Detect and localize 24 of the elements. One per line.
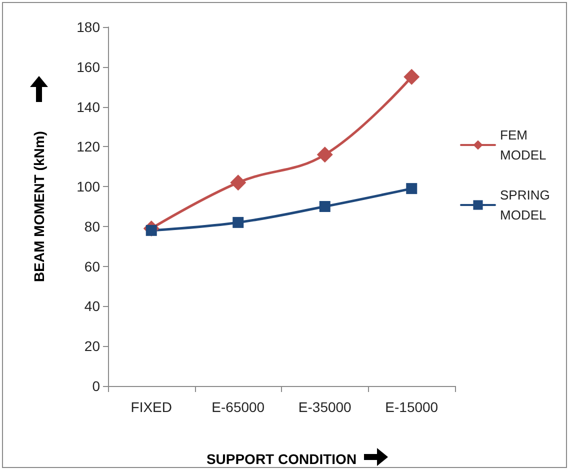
x-tick-label: E-15000 xyxy=(385,399,438,415)
y-tick-label: 60 xyxy=(84,258,100,274)
y-tick-label: 160 xyxy=(76,58,100,75)
y-tick-label: 180 xyxy=(76,19,100,35)
y-tick-label: 20 xyxy=(84,338,100,354)
x-tick-label: FIXED xyxy=(130,399,172,415)
point xyxy=(230,174,246,191)
x-axis-title: SUPPORT CONDITION xyxy=(206,451,357,467)
point xyxy=(406,183,418,194)
y-tick-label: 140 xyxy=(76,98,100,115)
y-axis-title: BEAM MOMENT (kNm) xyxy=(31,131,47,282)
point xyxy=(319,201,330,212)
y-tick-label: 80 xyxy=(84,218,100,234)
y-tick-label: 100 xyxy=(76,178,100,195)
x-tick-label: E-65000 xyxy=(212,399,265,415)
point xyxy=(404,68,420,85)
x-tick-label: E-35000 xyxy=(298,399,352,415)
y-tick-label: 0 xyxy=(92,378,100,394)
legend-label: FEM MODEL xyxy=(500,128,546,162)
point xyxy=(232,216,244,228)
y-tick-label: 40 xyxy=(84,298,100,314)
y-tick-label: 120 xyxy=(76,138,100,155)
legend-label: SPRING MODEL xyxy=(500,188,554,222)
point xyxy=(316,146,333,163)
